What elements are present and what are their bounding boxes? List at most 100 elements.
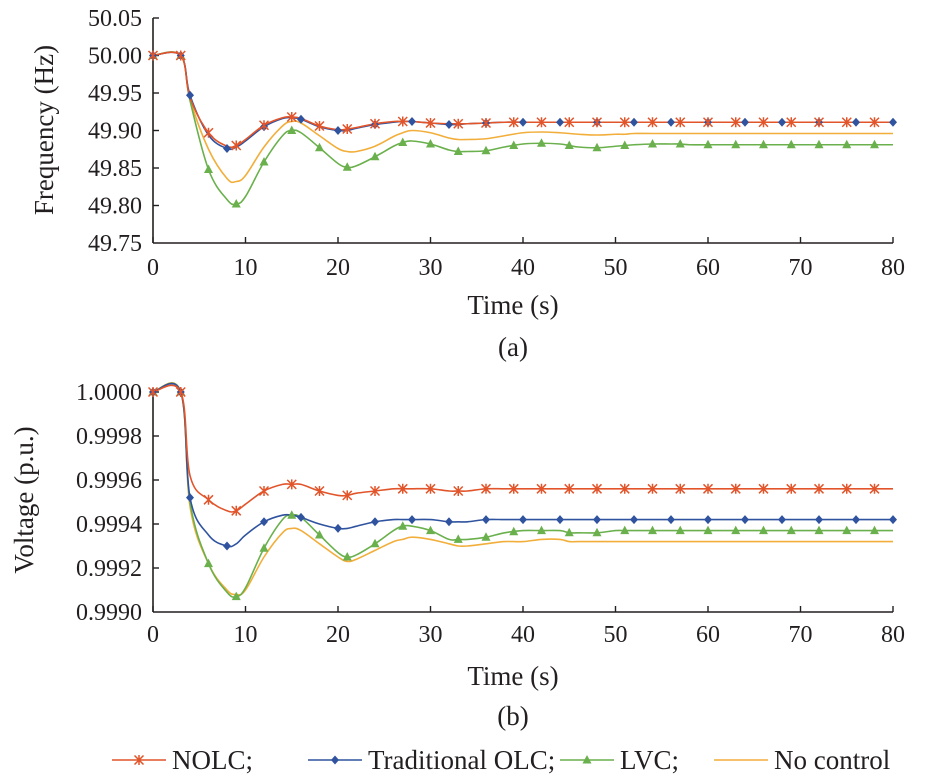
data-point-diamond <box>408 515 416 525</box>
series-line-no-control <box>152 51 893 184</box>
data-point-triangle <box>592 527 602 537</box>
data-point-triangle <box>814 525 824 535</box>
data-point-triangle <box>509 526 519 536</box>
data-point-triangle <box>648 525 657 535</box>
data-point-diamond <box>778 515 786 525</box>
legend-triangle-marker <box>582 755 592 764</box>
data-point-star <box>591 117 603 128</box>
x-tick-label: 60 <box>696 622 720 648</box>
data-point-diamond <box>815 515 823 525</box>
data-point-star <box>314 485 325 497</box>
legend-label: NOLC; <box>172 745 253 775</box>
data-point-diamond <box>630 117 638 127</box>
data-point-triangle <box>315 530 324 539</box>
x-tick-label: 20 <box>326 255 350 281</box>
x-tick-label: 70 <box>789 622 813 648</box>
data-point-diamond <box>889 117 897 127</box>
data-point-triangle <box>537 138 546 147</box>
data-point-diamond <box>445 517 453 527</box>
legend-item: No control <box>714 745 890 775</box>
data-point-star <box>258 120 270 131</box>
data-point-star <box>619 117 630 128</box>
data-point-star <box>647 483 658 494</box>
y-tick-label: 49.90 <box>88 119 142 145</box>
data-point-star <box>591 483 603 494</box>
data-point-triangle <box>731 139 741 149</box>
y-tick-label: 50.05 <box>88 6 142 32</box>
data-point-star <box>564 483 575 494</box>
data-point-star <box>286 479 297 490</box>
data-point-triangle <box>675 139 685 148</box>
data-point-triangle <box>398 137 408 146</box>
data-point-triangle <box>564 527 574 537</box>
y-tick-label: 50.00 <box>88 44 142 70</box>
data-point-star <box>369 485 381 497</box>
data-point-diamond <box>408 117 416 126</box>
x-tick-label: 40 <box>511 255 535 281</box>
y-tick-label: 0.9990 <box>76 600 142 626</box>
x-axis-title: Time (s) <box>467 290 558 320</box>
data-point-star <box>453 485 464 497</box>
data-point-triangle <box>592 142 602 152</box>
data-point-triangle <box>786 139 796 149</box>
data-point-triangle <box>426 525 435 535</box>
y-tick-label: 49.75 <box>88 231 142 257</box>
data-point-triangle <box>231 199 241 208</box>
data-point-triangle <box>786 525 796 535</box>
data-point-star <box>147 50 159 61</box>
data-point-triangle <box>648 139 657 148</box>
data-point-star <box>480 483 492 494</box>
x-tick-label: 80 <box>881 622 905 648</box>
y-axis-title: Frequency (Hz) <box>29 45 59 215</box>
legend-diamond-marker <box>331 755 339 765</box>
data-point-diamond <box>778 117 786 127</box>
data-point-star <box>203 127 214 138</box>
y-tick-label: 49.80 <box>88 194 142 220</box>
x-tick-label: 0 <box>147 622 159 648</box>
data-point-triangle <box>842 525 852 535</box>
data-point-star <box>453 118 464 129</box>
data-point-diamond <box>371 517 379 527</box>
data-point-triangle <box>259 543 269 552</box>
x-tick-label: 30 <box>419 622 443 648</box>
y-tick-label: 0.9998 <box>76 424 142 450</box>
data-point-triangle <box>204 164 213 173</box>
data-point-star <box>730 117 741 128</box>
data-point-star <box>342 490 353 501</box>
data-point-triangle <box>870 525 879 535</box>
data-point-star <box>730 483 741 494</box>
series-line-lvc <box>152 51 893 206</box>
data-point-triangle <box>453 534 463 543</box>
data-point-star <box>425 483 436 494</box>
legend-item: NOLC; <box>112 745 253 775</box>
data-point-star <box>758 483 769 494</box>
data-point-star <box>231 140 242 151</box>
data-point-star <box>786 117 797 128</box>
y-tick-label: 0.9996 <box>76 468 142 494</box>
x-tick-label: 50 <box>604 255 628 281</box>
data-point-triangle <box>509 140 519 149</box>
data-point-triangle <box>287 125 297 134</box>
data-point-diamond <box>223 541 231 551</box>
data-point-diamond <box>852 117 860 127</box>
y-tick-label: 49.95 <box>88 81 142 107</box>
data-point-star <box>675 483 686 494</box>
data-point-triangle <box>620 140 630 149</box>
data-point-triangle <box>426 139 435 148</box>
frequency-panel: 50.05 50.00 49.95 49.90 49.85 49.80 49.750 10 20… <box>29 6 905 362</box>
data-point-triangle <box>259 157 269 166</box>
data-point-diamond <box>593 515 601 525</box>
data-point-star <box>508 117 519 128</box>
data-point-diamond <box>741 117 749 127</box>
data-point-triangle <box>342 552 352 561</box>
panel-caption: (a) <box>498 332 528 362</box>
data-point-star <box>869 483 880 494</box>
series-line-no-control <box>152 382 893 596</box>
data-point-triangle <box>870 139 879 149</box>
data-point-star <box>258 485 270 497</box>
x-tick-label: 30 <box>419 255 443 281</box>
data-point-triangle <box>759 525 768 535</box>
data-point-star <box>619 483 630 494</box>
